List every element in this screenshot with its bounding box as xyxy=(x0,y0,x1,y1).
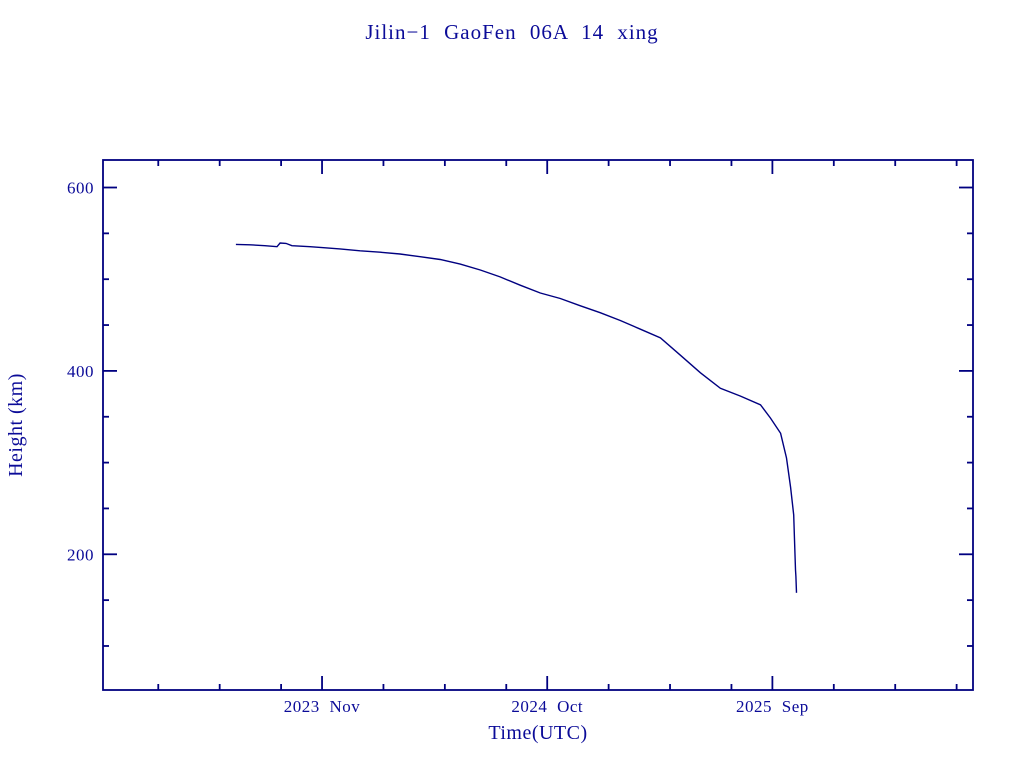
y-tick-label: 400 xyxy=(67,362,94,381)
chart-title: Jilin−1 GaoFen 06A 14 xing xyxy=(365,20,658,44)
x-tick-label: 2024 Oct xyxy=(511,697,583,716)
y-axis-label: Height (km) xyxy=(5,373,27,477)
y-tick-label: 200 xyxy=(67,545,94,564)
x-axis-label: Time(UTC) xyxy=(488,722,587,744)
axis-ticks xyxy=(103,160,973,690)
x-tick-label: 2023 Nov xyxy=(284,697,361,716)
y-tick-label: 600 xyxy=(67,179,94,198)
x-tick-label: 2025 Sep xyxy=(736,697,809,716)
plot-frame xyxy=(102,159,974,691)
plot-border xyxy=(102,159,974,691)
axis-tick-labels: 2023 Nov 2024 Oct 2025 Sep 200 400 600 xyxy=(67,179,809,716)
orbit-decay-curve xyxy=(235,242,798,593)
